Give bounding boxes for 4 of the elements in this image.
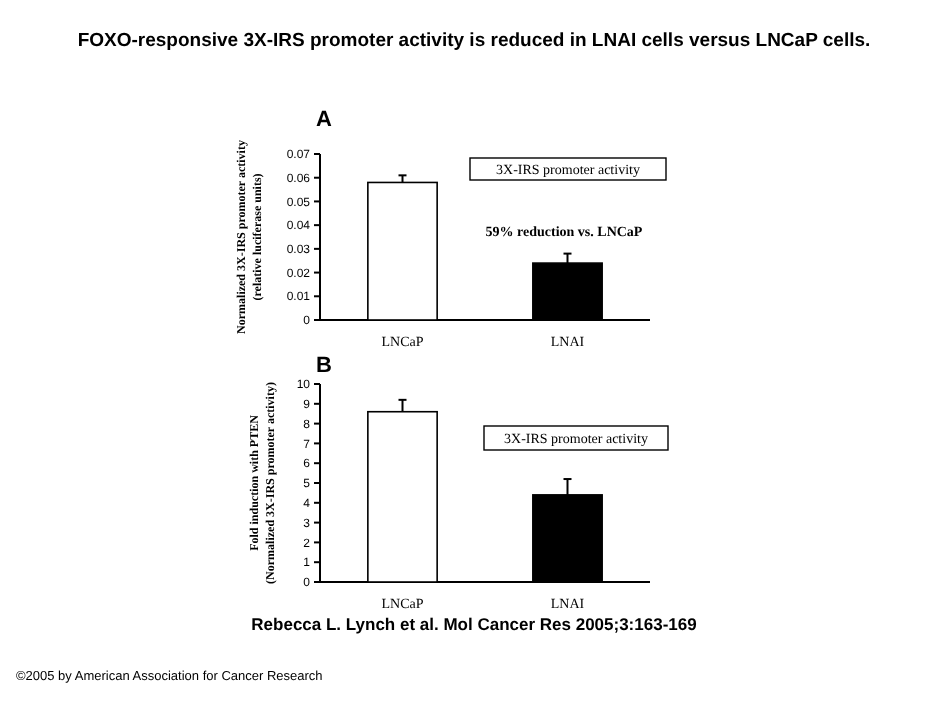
chart-title: B: [316, 354, 332, 378]
chart-subtitle: A: [316, 108, 332, 132]
chart-title: FOXO-responsive 3X-IRS promoter activity is reduced in LNAI cells versus LNCaP cells.: [77, 30, 871, 52]
text: Rebecca L. Lynch et al. Mol Cancer Res 2005;3:163-169: [251, 614, 698, 634]
